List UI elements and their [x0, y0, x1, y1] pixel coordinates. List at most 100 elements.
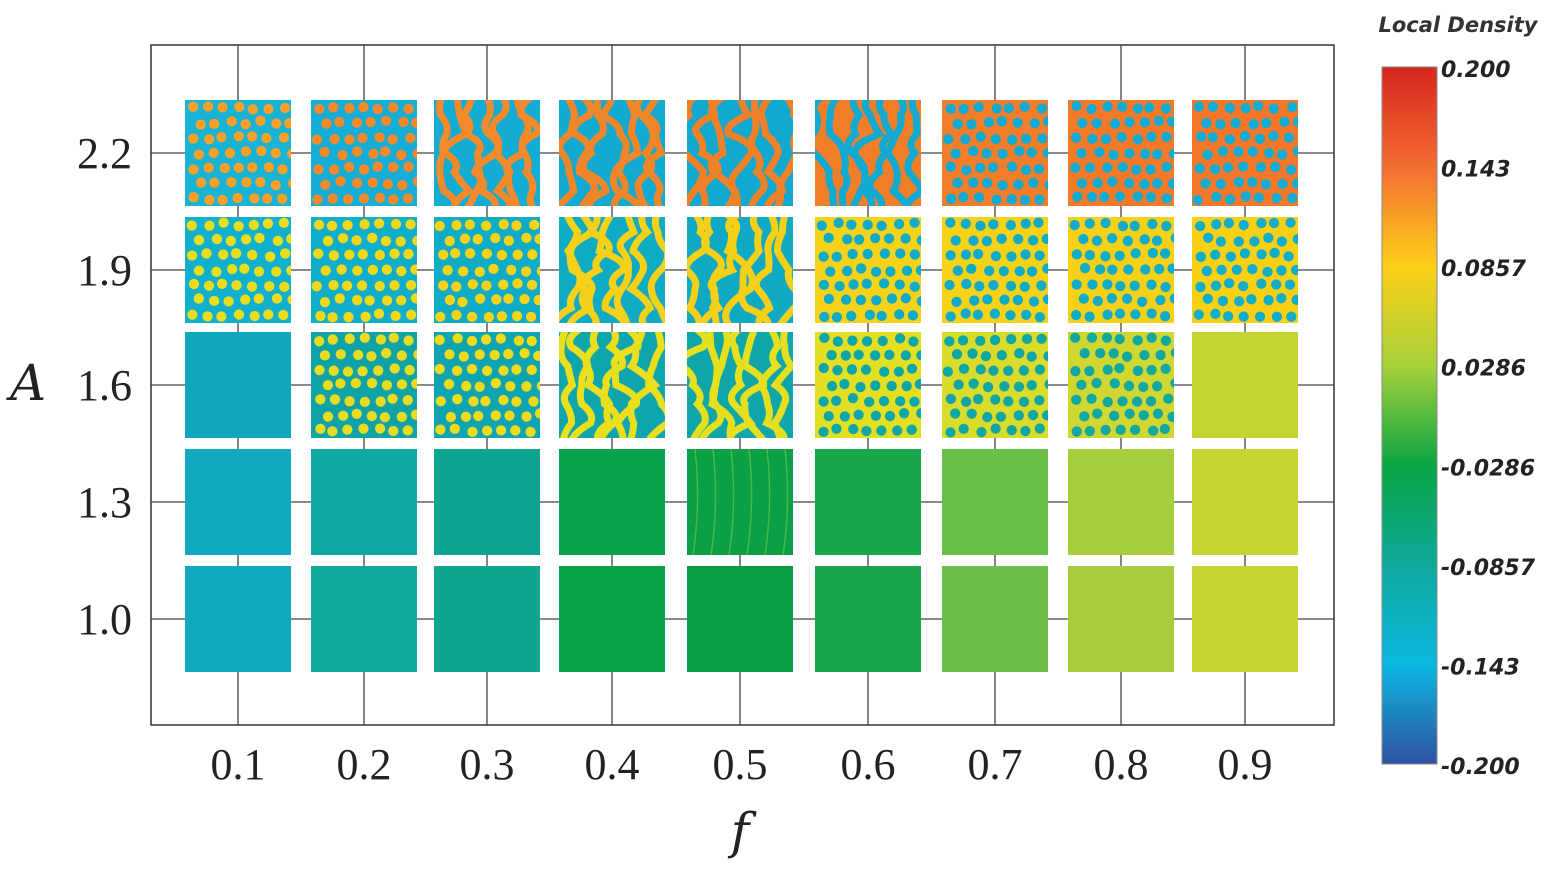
cell-dot	[907, 310, 919, 321]
cell-dot	[271, 266, 282, 277]
cell-dot	[982, 381, 994, 393]
cell-dot	[343, 311, 354, 323]
cell-dot	[1169, 293, 1174, 304]
cell-dot	[1121, 293, 1133, 304]
cell-dot	[458, 266, 469, 277]
cell-stripe	[699, 217, 725, 323]
cell-dot	[960, 218, 971, 229]
cell-dot	[884, 410, 896, 422]
cell-stripe	[640, 100, 665, 206]
cell-dot	[435, 424, 446, 435]
cell-dot	[1123, 178, 1135, 189]
cell-dot	[973, 393, 984, 405]
cell-dot	[367, 264, 379, 276]
cell-dot	[991, 103, 1002, 114]
cell-dot	[1263, 294, 1274, 306]
cell-dot	[193, 149, 204, 160]
cell-dot	[461, 380, 472, 392]
cell-dot	[379, 146, 391, 157]
colorbar-tick-label: 0.200	[1441, 58, 1511, 83]
cell-dot	[226, 177, 237, 188]
x-tick-label: 0.2	[337, 740, 392, 789]
cell-dot	[451, 365, 463, 376]
cell-stripe	[815, 100, 838, 206]
cell-dot	[1079, 262, 1091, 274]
cell-dot	[337, 232, 349, 244]
cell-dot	[966, 263, 977, 275]
cell-dot	[1014, 266, 1025, 277]
cell-dot	[1084, 162, 1096, 173]
cell-dot	[344, 134, 355, 145]
cell-dot	[950, 408, 961, 419]
cell-dot	[1217, 146, 1229, 157]
cell-dot	[1260, 117, 1272, 129]
cell-dot	[870, 380, 881, 391]
cell-dot	[412, 148, 417, 159]
cell-dot	[967, 348, 978, 359]
cell-dot	[1117, 396, 1128, 407]
cell-dot	[980, 351, 992, 362]
cell-dot	[444, 235, 455, 247]
cell-dot	[1201, 265, 1212, 277]
cell-background	[942, 449, 1048, 555]
cell-dot	[217, 102, 228, 113]
x-tick-label: 0.9	[1218, 740, 1273, 789]
cell-dot	[519, 347, 530, 359]
cell-dot	[474, 293, 486, 304]
cell-dot	[1102, 309, 1113, 320]
cell-1.3-0.1	[185, 449, 291, 555]
cell-dot	[1271, 279, 1282, 290]
cell-dot	[1248, 119, 1259, 130]
cell-dot	[1200, 178, 1211, 189]
cell-dot	[1292, 146, 1298, 157]
cell-dot	[1033, 163, 1045, 174]
cell-dot	[1276, 265, 1287, 276]
cell-dot	[1160, 335, 1172, 346]
cell-dot	[1042, 294, 1048, 305]
cell-dot	[387, 393, 398, 404]
cell-dot	[287, 178, 291, 189]
cell-stripe	[626, 332, 661, 438]
cell-dot	[1290, 264, 1298, 276]
cell-dot	[315, 394, 326, 405]
cell-dot	[483, 312, 495, 323]
cell-dot	[511, 310, 523, 322]
cell-dot	[898, 408, 910, 419]
cell-dot	[991, 194, 1002, 205]
cell-dot	[249, 310, 260, 322]
cell-dot	[1146, 131, 1157, 142]
cell-dot	[960, 249, 972, 260]
cell-background	[559, 449, 665, 555]
cell-dot	[255, 115, 266, 126]
cell-dot	[1268, 103, 1279, 114]
cell-dot	[973, 101, 984, 113]
cell-dot	[1216, 264, 1227, 275]
cell-dot	[1230, 117, 1241, 129]
cell-dot	[1070, 132, 1082, 143]
cell-dot	[876, 220, 887, 232]
cell-dot	[328, 102, 339, 113]
cell-dot	[352, 265, 363, 276]
cell-dot	[278, 309, 289, 321]
cell-dot	[1201, 117, 1212, 129]
cell-dot	[1247, 263, 1258, 275]
cell-dot	[1070, 162, 1081, 173]
cell-dot	[239, 263, 250, 274]
cell-background	[815, 449, 921, 555]
cell-dot	[534, 233, 540, 245]
cell-dot	[995, 411, 1007, 422]
cell-dot	[335, 378, 346, 389]
cell-dot	[520, 266, 532, 277]
cell-dot	[846, 364, 858, 375]
cell-dot	[481, 248, 493, 259]
cell-dot	[359, 219, 370, 230]
cell-2.2-0.3	[434, 100, 540, 206]
cell-dot	[1072, 191, 1083, 202]
cell-dot	[1086, 103, 1097, 115]
cell-dot	[1013, 381, 1025, 392]
cell-dot	[203, 280, 215, 291]
cell-dot	[466, 311, 478, 323]
cell-dot	[272, 235, 283, 246]
cell-dot	[1239, 130, 1251, 142]
